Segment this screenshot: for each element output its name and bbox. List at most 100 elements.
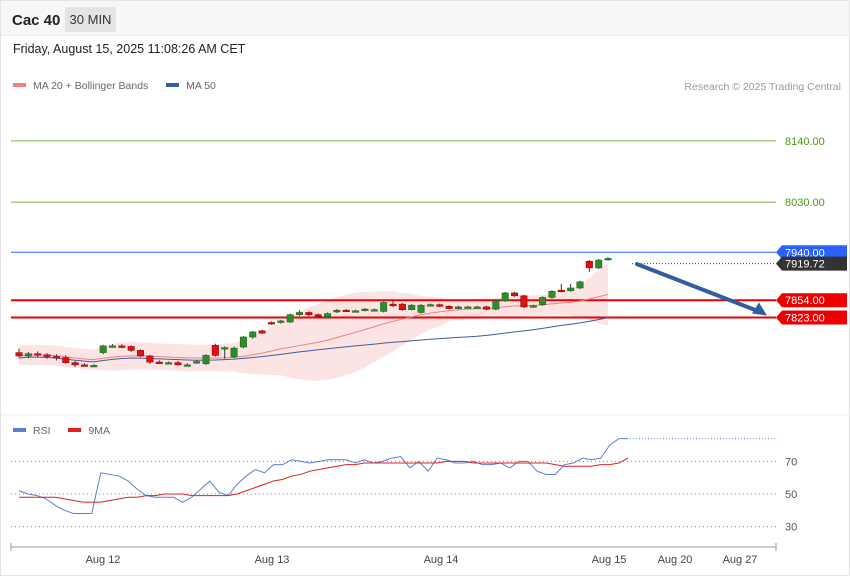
candle-body	[174, 362, 182, 366]
candle-body	[417, 304, 425, 313]
candle-body	[426, 304, 434, 307]
candle-body	[239, 336, 247, 348]
candle-body	[52, 356, 60, 359]
candle-body	[501, 292, 509, 302]
level-label-8140.00: 8140.00	[785, 136, 825, 148]
candle-body	[249, 331, 257, 338]
last-price-tag	[776, 256, 847, 271]
candle-body	[34, 353, 42, 356]
rsi-tick-label: 50	[785, 489, 797, 501]
candle-body	[277, 320, 285, 323]
candle-body	[314, 314, 322, 317]
bollinger-bands	[19, 263, 609, 381]
x-tick-label: Aug 13	[255, 554, 290, 566]
moving-averages	[18, 293, 776, 363]
price-legend: MA 20 + Bollinger Bands MA 50	[13, 80, 216, 92]
candle-body	[221, 347, 229, 350]
candle-body	[520, 295, 528, 308]
candle-body	[258, 330, 266, 334]
x-tick-label: Aug 12	[86, 554, 121, 566]
chart-title: Cac 40	[12, 12, 61, 29]
candle-body	[333, 309, 341, 313]
candle-body	[80, 364, 88, 367]
candle-body	[604, 258, 612, 261]
rsi-tick-label: 30	[785, 522, 797, 534]
candle-body	[539, 297, 547, 305]
x-tick-label: Aug 27	[723, 554, 758, 566]
candle-body	[165, 362, 173, 365]
candle-body	[193, 361, 201, 364]
candle-body	[482, 306, 490, 310]
projection-arrowhead	[752, 302, 767, 316]
candle-body	[454, 306, 462, 309]
candle-body	[295, 312, 303, 316]
rsi-swatch	[13, 428, 26, 433]
candle-body	[62, 357, 70, 363]
level-label-7823.00: 7823.00	[785, 313, 825, 325]
candle-body	[267, 322, 275, 325]
candle-body	[211, 345, 219, 356]
candle-body	[361, 308, 369, 311]
candle-body	[183, 364, 191, 367]
candle-body	[118, 345, 126, 348]
timeframe-button[interactable]: 30 MIN	[65, 7, 116, 32]
projection	[635, 262, 767, 316]
candle-body	[71, 362, 79, 366]
candle-body	[146, 355, 154, 363]
candle-body	[15, 352, 23, 357]
projection-arrow-line	[635, 262, 761, 314]
timestamp: Friday, August 15, 2025 11:08:26 AM CET	[13, 42, 246, 56]
candle-body	[380, 302, 388, 312]
x-tick-label: Aug 15	[592, 554, 627, 566]
candle-body	[398, 303, 406, 310]
level-tag-7940.00	[776, 245, 847, 260]
candle-body	[511, 292, 519, 297]
chart-header: Cac 40 30 MIN	[1, 1, 849, 36]
candle-body	[464, 306, 472, 309]
candle-body	[473, 306, 481, 309]
rsi-tick-label: 70	[785, 456, 797, 468]
level-label-7940.00: 7940.00	[785, 247, 825, 259]
level-tag-7854.00	[776, 293, 847, 308]
candle-body	[529, 305, 537, 308]
candle-body	[342, 309, 350, 313]
rsi-line	[18, 438, 628, 515]
candlesticks	[15, 257, 612, 368]
candle-body	[548, 291, 556, 298]
ma50-swatch	[166, 83, 180, 88]
candle-body	[24, 353, 32, 357]
last-price-label: 7919.72	[785, 259, 825, 271]
support-resistance-levels	[11, 140, 776, 319]
candle-body	[576, 281, 584, 289]
candle-body	[557, 289, 565, 292]
level-label-8030.00: 8030.00	[785, 197, 825, 209]
candle-body	[389, 303, 397, 307]
research-credit: Research © 2025 Trading Central	[684, 81, 841, 93]
ma50-line	[18, 317, 609, 363]
candle-body	[567, 287, 575, 292]
candle-body	[43, 354, 51, 357]
ma9-legend-label: 9MA	[88, 425, 110, 437]
candle-body	[202, 355, 210, 365]
candle-body	[370, 309, 378, 312]
candle-body	[99, 345, 107, 353]
rsi-ma9-line	[19, 457, 629, 503]
rsi-panel: 70 50 30	[11, 438, 797, 534]
candle-body	[492, 300, 500, 310]
level-tag-7823.00	[776, 310, 847, 325]
x-axis-ticks: Aug 12 Aug 13 Aug 14 Aug 15 Aug 20 Aug 27	[86, 554, 758, 566]
candle-body	[305, 312, 313, 316]
candle-body	[90, 365, 98, 368]
ma20-line	[18, 293, 609, 361]
candle-body	[595, 259, 603, 269]
level-label-7854.00: 7854.00	[785, 295, 825, 307]
candle-body	[286, 314, 294, 323]
ma50-legend-label: MA 50	[186, 80, 216, 92]
x-tick-label: Aug 20	[658, 554, 693, 566]
candle-body	[155, 361, 163, 364]
rsi-legend-label: RSI	[33, 425, 51, 437]
candle-body	[127, 346, 135, 351]
candle-body	[137, 350, 145, 357]
bollinger-band-fill	[19, 263, 609, 381]
